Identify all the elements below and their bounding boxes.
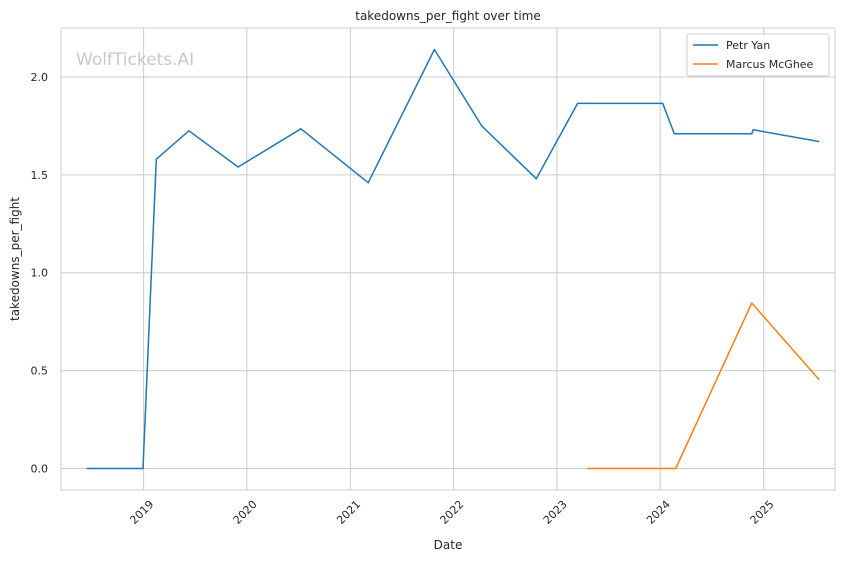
- chart-title: takedowns_per_fight over time: [355, 9, 541, 23]
- data-point-series-0: [188, 130, 190, 132]
- watermark: WolfTickets.AI: [76, 50, 194, 70]
- data-point-series-1: [675, 467, 677, 470]
- y-tick-label: 1.5: [31, 169, 49, 182]
- y-tick-label: 1.0: [31, 267, 49, 280]
- data-point-series-0: [662, 102, 664, 104]
- legend-box: [686, 33, 830, 77]
- series-line-1: [587, 302, 820, 470]
- y-tick-label: 2.0: [31, 71, 49, 84]
- data-point-series-1: [818, 378, 820, 380]
- data-point-series-0: [752, 129, 754, 131]
- data-point-series-0: [237, 166, 239, 168]
- legend: Petr Yan Marcus McGhee: [686, 33, 830, 77]
- series-layer: [86, 48, 820, 470]
- legend-label-series-0: Petr Yan: [726, 39, 770, 52]
- data-point-series-0: [86, 467, 88, 470]
- data-point-series-0: [367, 182, 369, 184]
- plot-frame: [60, 27, 836, 491]
- x-axis-label: Date: [434, 538, 463, 552]
- grid-layer: [61, 28, 835, 490]
- y-tick-label: 0.5: [31, 365, 49, 378]
- data-point-series-0: [300, 128, 302, 130]
- data-point-series-0: [155, 158, 157, 160]
- data-point-series-0: [142, 467, 144, 470]
- series-line-0: [87, 48, 820, 470]
- y-axis-label: takedowns_per_fight: [8, 197, 22, 321]
- legend-label-series-1: Marcus McGhee: [726, 58, 814, 71]
- data-point-series-0: [576, 102, 579, 104]
- data-point-series-1: [751, 302, 753, 304]
- y-tick-label: 0.0: [31, 462, 49, 475]
- y-tick-labels: 0.0 0.5 1.0 1.5 2.0: [31, 71, 49, 476]
- data-point-series-0: [433, 48, 436, 51]
- data-point-series-0: [481, 125, 483, 127]
- data-point-series-0: [818, 140, 820, 143]
- data-point-series-0: [751, 133, 753, 135]
- data-point-series-0: [673, 133, 675, 135]
- data-point-series-0: [535, 178, 537, 180]
- data-point-series-1: [587, 467, 589, 470]
